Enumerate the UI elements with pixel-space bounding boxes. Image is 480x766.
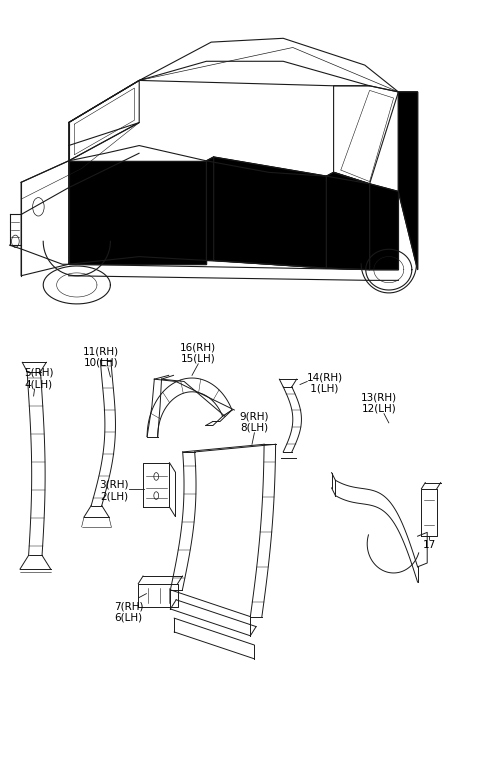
Text: 11(RH)
10(LH): 11(RH) 10(LH) xyxy=(83,346,119,368)
Polygon shape xyxy=(214,157,326,268)
Text: 17: 17 xyxy=(422,540,436,550)
Text: 13(RH)
12(LH): 13(RH) 12(LH) xyxy=(361,392,397,414)
Polygon shape xyxy=(370,184,398,270)
Text: 3(RH)
2(LH): 3(RH) 2(LH) xyxy=(99,480,129,501)
Text: 14(RH)
 1(LH): 14(RH) 1(LH) xyxy=(307,372,343,394)
Polygon shape xyxy=(206,157,214,260)
Polygon shape xyxy=(398,92,418,270)
Text: 7(RH)
6(LH): 7(RH) 6(LH) xyxy=(114,601,144,623)
Text: 5(RH)
4(LH): 5(RH) 4(LH) xyxy=(24,368,53,389)
Polygon shape xyxy=(69,161,206,264)
Polygon shape xyxy=(326,172,370,270)
Text: 9(RH)
8(LH): 9(RH) 8(LH) xyxy=(240,411,269,433)
Text: 16(RH)
15(LH): 16(RH) 15(LH) xyxy=(180,342,216,364)
